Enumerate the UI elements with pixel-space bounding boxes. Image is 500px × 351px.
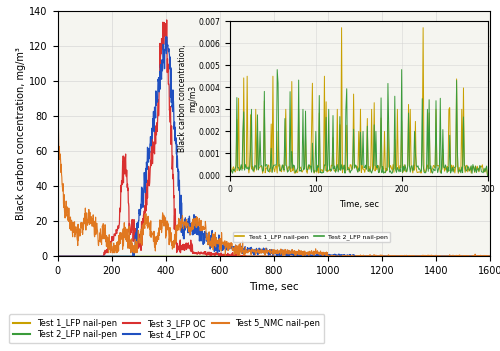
Y-axis label: Black carbon concentration,
mg/m3: Black carbon concentration, mg/m3 — [178, 45, 197, 152]
X-axis label: Time, sec: Time, sec — [339, 200, 379, 209]
X-axis label: Time, sec: Time, sec — [249, 282, 298, 292]
Legend: Test 1_LFP nail-pen, Test 2_LFP nail-pen, Test 3_LFP OC, Test 4_LFP OC, Test 5_N: Test 1_LFP nail-pen, Test 2_LFP nail-pen… — [9, 314, 324, 343]
Y-axis label: Black carbon concentration, mg/m³: Black carbon concentration, mg/m³ — [16, 47, 26, 220]
Legend: Test 1_LFP nail-pen, Test 2_LFP nail-pen: Test 1_LFP nail-pen, Test 2_LFP nail-pen — [233, 232, 390, 242]
